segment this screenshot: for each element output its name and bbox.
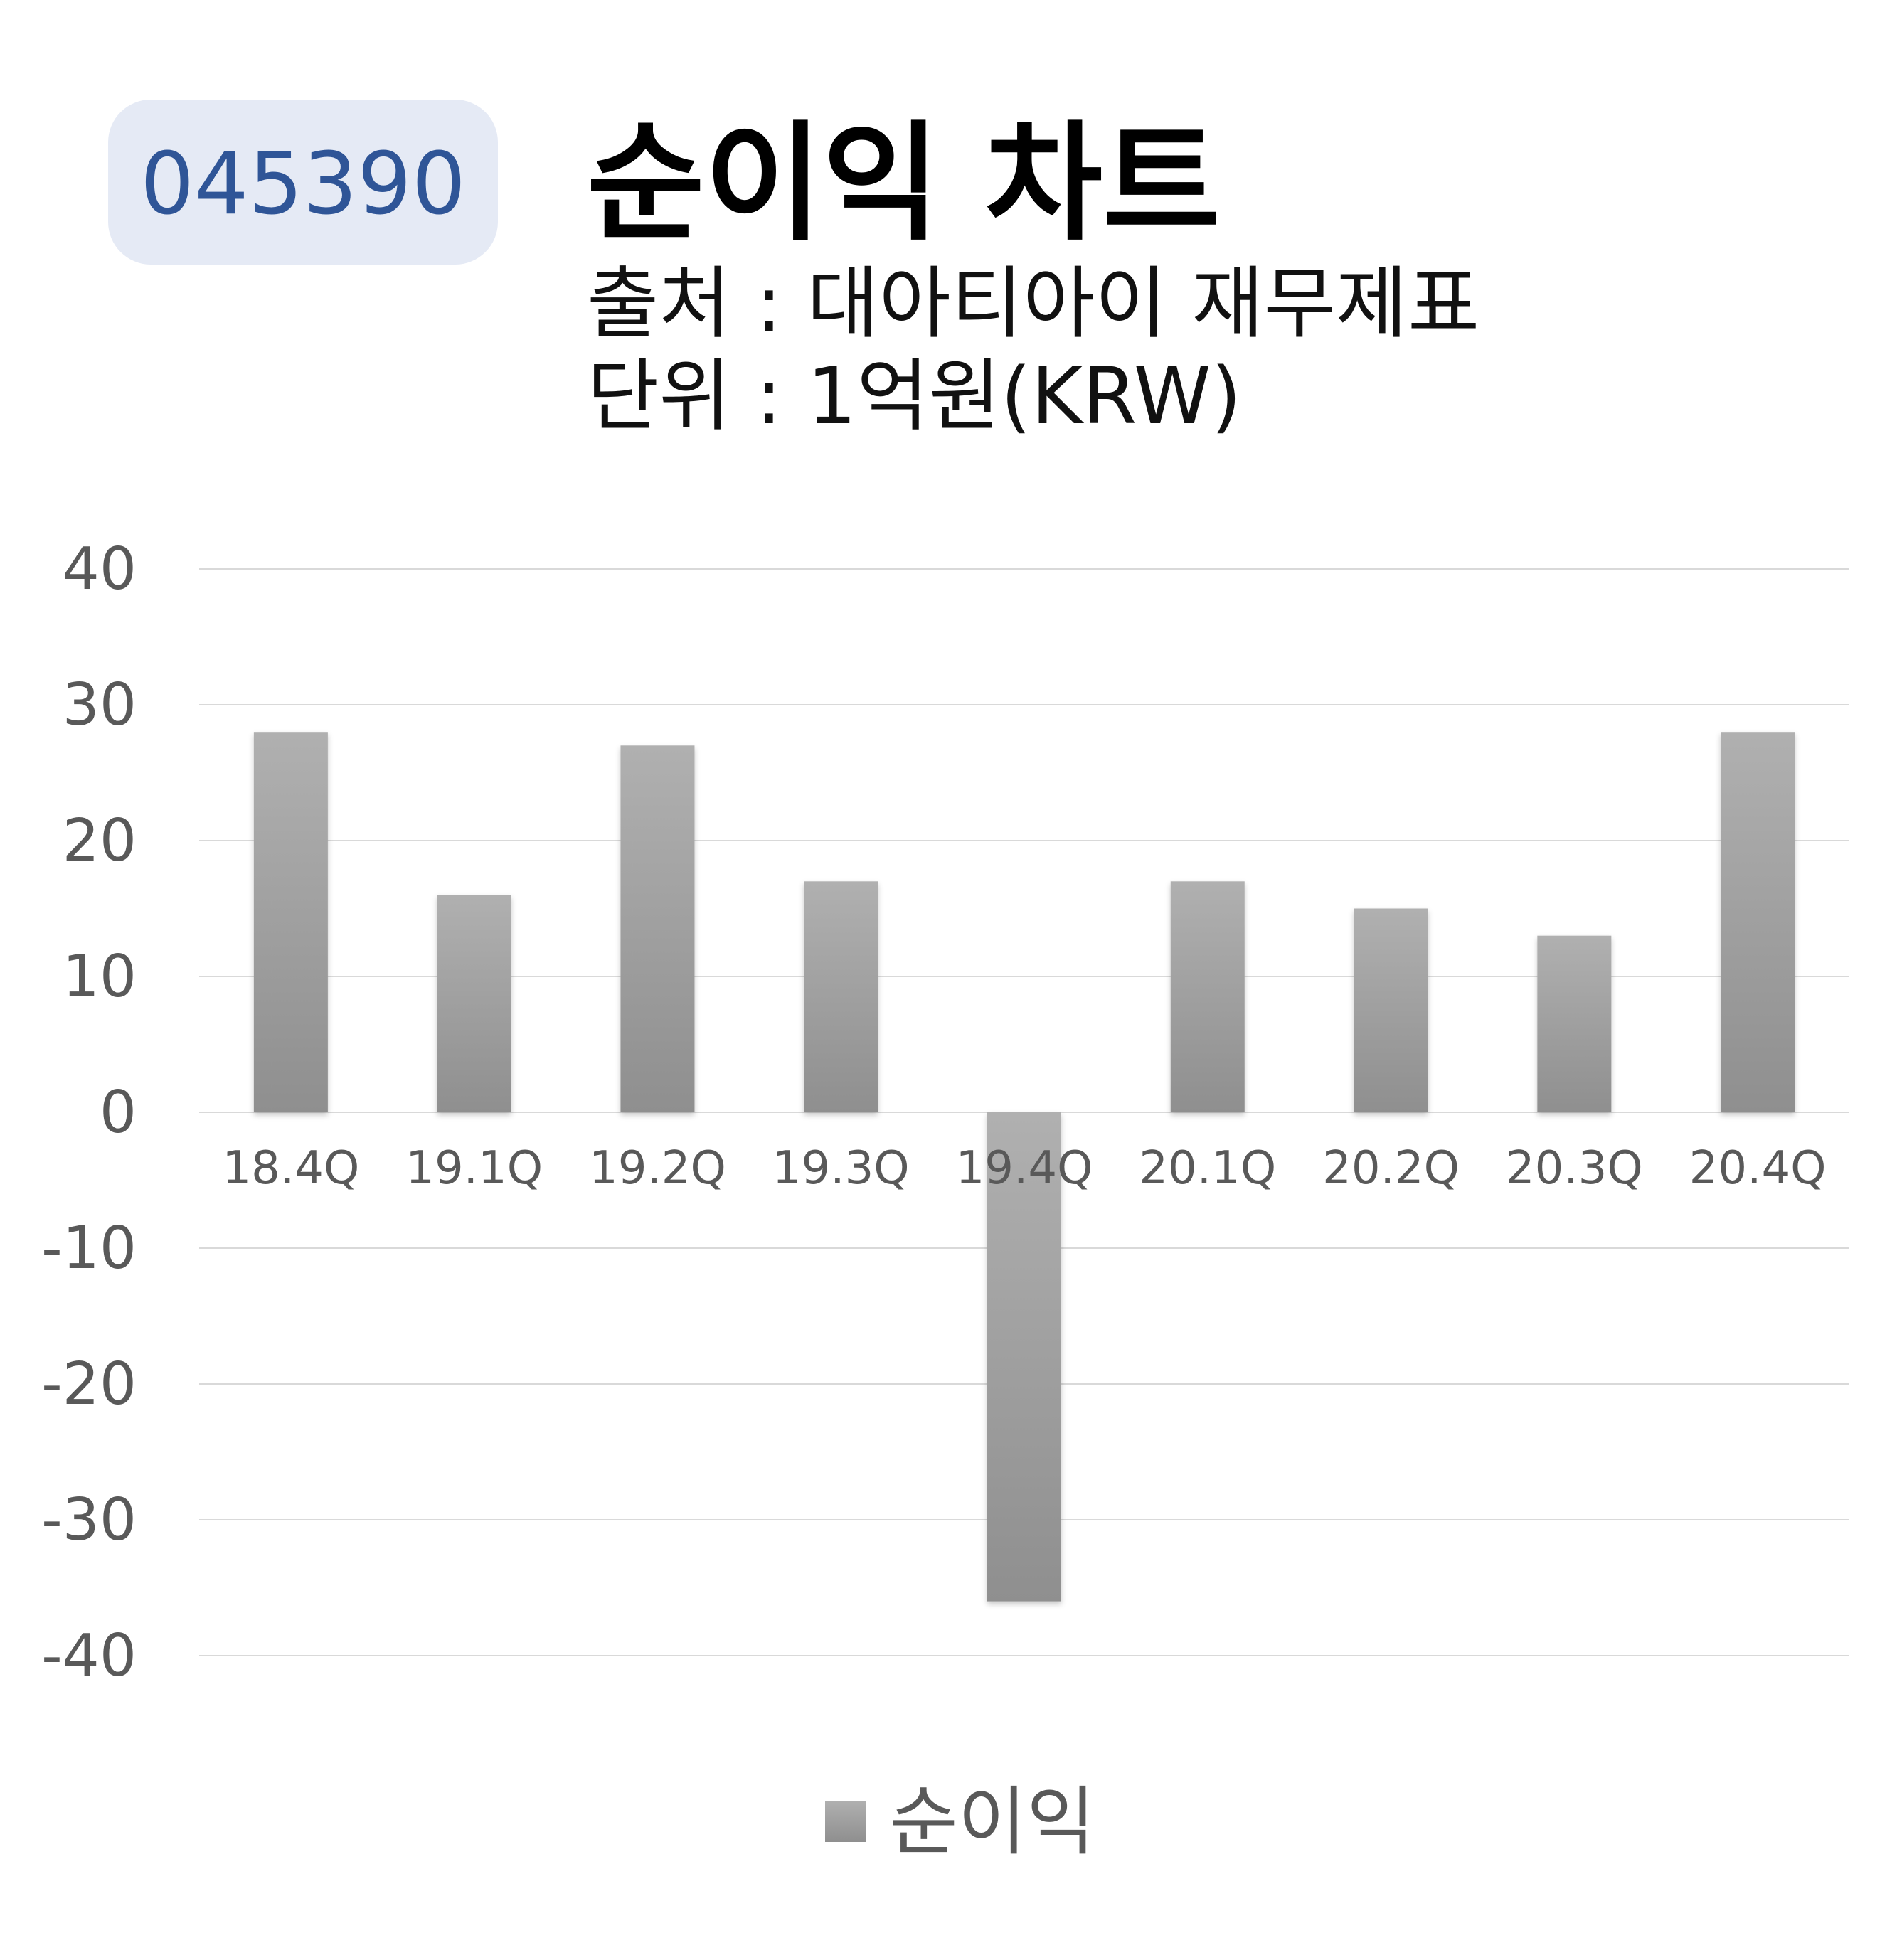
x-tick-label: 19.4Q bbox=[956, 1142, 1093, 1195]
ticker-badge: 045390 bbox=[108, 100, 498, 265]
ticker-code: 045390 bbox=[140, 135, 466, 234]
chart-title: 순이익 차트 bbox=[587, 110, 1221, 258]
y-tick-label: 20 bbox=[63, 807, 137, 875]
y-tick-label: -20 bbox=[41, 1351, 137, 1418]
y-tick-label: 10 bbox=[63, 943, 137, 1011]
y-tick-label: 0 bbox=[100, 1079, 137, 1146]
x-tick-label: 20.1Q bbox=[1139, 1142, 1276, 1195]
bar-20.1Q bbox=[1170, 881, 1245, 1112]
x-tick-label: 18.4Q bbox=[222, 1142, 359, 1195]
x-tick-label: 20.2Q bbox=[1322, 1142, 1460, 1195]
y-tick-label: -30 bbox=[41, 1486, 137, 1554]
y-tick-label: 40 bbox=[63, 536, 137, 603]
legend: 순이익 bbox=[825, 1779, 1095, 1865]
y-tick-label: 30 bbox=[63, 671, 137, 739]
x-tick-label: 19.3Q bbox=[772, 1142, 910, 1195]
bar-20.3Q bbox=[1537, 935, 1612, 1112]
y-axis-tick-labels: 40 30 20 10 0 -10 -20 -30 -40 bbox=[41, 536, 137, 1690]
chart-unit-line: 단위 : 1억원(KRW) bbox=[587, 351, 1241, 442]
legend-label: 순이익 bbox=[889, 1779, 1095, 1865]
x-tick-label: 19.1Q bbox=[405, 1142, 543, 1195]
bar-20.2Q bbox=[1354, 908, 1428, 1112]
x-axis-tick-labels: 18.4Q 19.1Q 19.2Q 19.3Q 19.4Q 20.1Q 20.2Q 20.3Q… bbox=[222, 1142, 1826, 1195]
bar-19.1Q bbox=[437, 895, 511, 1112]
bar-19.3Q bbox=[804, 881, 878, 1112]
bar-series bbox=[253, 732, 1795, 1602]
ticker-badge-background bbox=[108, 100, 498, 265]
bar-19.4Q bbox=[987, 1112, 1061, 1602]
chart-source-line: 출처 : 대아티아이 재무제표 bbox=[587, 258, 1479, 349]
x-tick-label: 20.3Q bbox=[1506, 1142, 1643, 1195]
bar-19.2Q bbox=[620, 745, 695, 1112]
x-tick-label: 19.2Q bbox=[589, 1142, 726, 1195]
bar-18.4Q bbox=[253, 732, 328, 1112]
bar-20.4Q bbox=[1721, 732, 1795, 1112]
y-tick-label: -10 bbox=[41, 1215, 137, 1282]
x-tick-label: 20.4Q bbox=[1689, 1142, 1827, 1195]
y-tick-label: -40 bbox=[41, 1622, 137, 1690]
legend-swatch bbox=[825, 1801, 866, 1842]
